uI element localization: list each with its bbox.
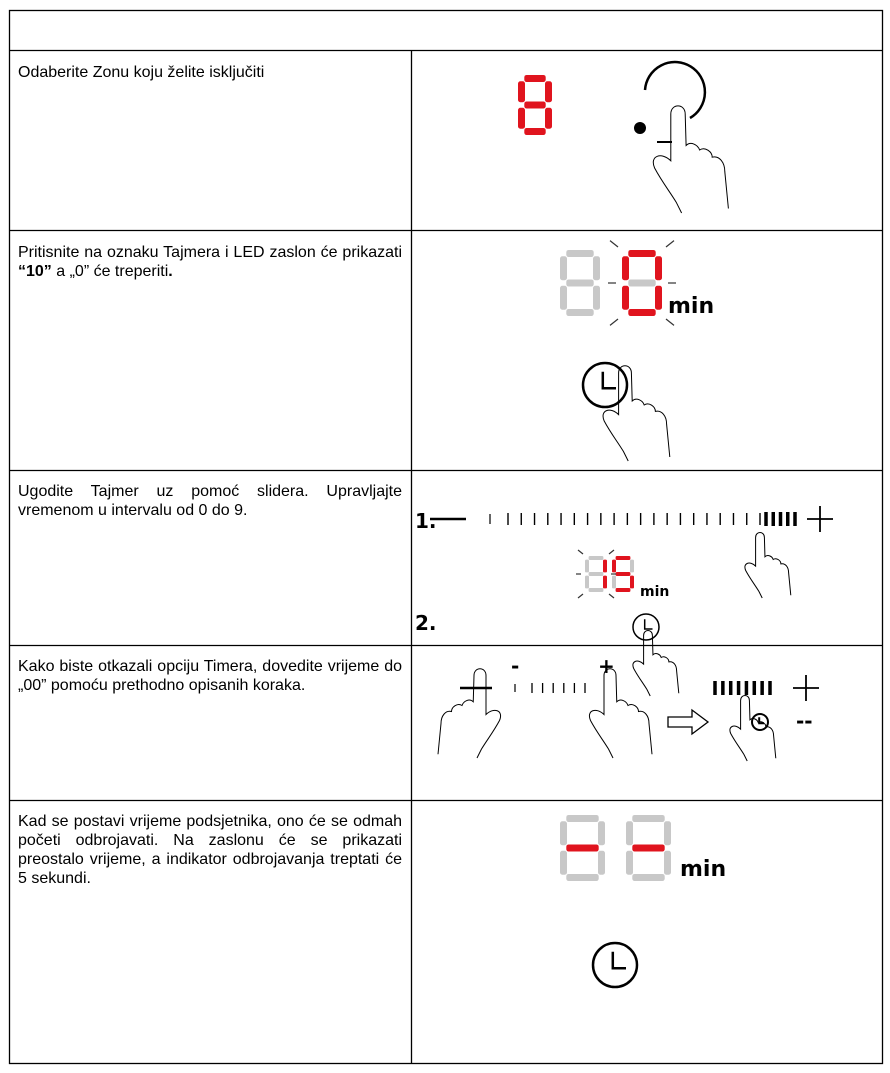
hand xyxy=(602,365,671,462)
segment xyxy=(628,309,656,316)
clock-hands xyxy=(758,717,764,725)
segment xyxy=(545,107,552,129)
blink-ray xyxy=(608,549,615,555)
segment xyxy=(566,309,594,316)
dot xyxy=(634,122,646,134)
display-label: -- xyxy=(796,709,813,733)
row-text: Ugodite Tajmer uz pomoć slidera. Upravlj… xyxy=(18,482,402,520)
segment xyxy=(630,575,634,589)
segment xyxy=(632,874,665,881)
segment xyxy=(626,850,633,875)
segment xyxy=(628,250,656,257)
segment xyxy=(524,128,546,135)
row-text: Pritisnite na oznaku Tajmera i LED zaslo… xyxy=(18,243,402,281)
segment xyxy=(566,844,599,852)
unit-label: min xyxy=(640,584,669,600)
segment xyxy=(664,850,671,875)
segment xyxy=(524,75,546,82)
clock-hands xyxy=(611,951,626,970)
blink-ray xyxy=(665,318,675,326)
hand xyxy=(437,668,502,759)
segment xyxy=(524,101,546,109)
row-text: Kako biste otkazali opciju Timera, doved… xyxy=(18,657,402,695)
segment xyxy=(630,559,634,573)
unit-label: min xyxy=(680,857,726,882)
segment xyxy=(626,821,633,846)
row-text: Odaberite Zonu koju želite isključiti xyxy=(18,63,402,82)
step-label: 2. xyxy=(415,611,437,635)
blink-ray xyxy=(665,240,675,248)
text: Pritisnite na oznaku Tajmera i LED zaslo… xyxy=(18,244,402,261)
segment xyxy=(603,575,607,589)
segment xyxy=(612,575,616,589)
segment xyxy=(603,559,607,573)
clock-icon xyxy=(751,713,769,731)
segment xyxy=(615,588,631,592)
segment xyxy=(566,815,599,822)
minus-label: - xyxy=(511,654,519,678)
segment xyxy=(560,256,567,281)
segment xyxy=(585,575,589,589)
segment xyxy=(560,850,567,875)
clock-hands xyxy=(601,371,616,390)
blink-ray xyxy=(577,593,584,599)
segment xyxy=(615,572,631,576)
segment xyxy=(585,559,589,573)
segment xyxy=(588,572,604,576)
text: a „0” će treperiti xyxy=(51,263,169,280)
unit-label: min xyxy=(668,294,714,319)
hand xyxy=(652,105,729,214)
blink-ray xyxy=(609,318,619,326)
text: “10” xyxy=(18,263,52,280)
segment xyxy=(655,256,662,281)
arrow xyxy=(667,708,710,736)
segment xyxy=(518,81,525,103)
step-label: 1. xyxy=(415,509,437,533)
text: Ugodite Tajmer uz pomoć slidera. Upravlj… xyxy=(18,483,402,519)
segment xyxy=(622,285,629,310)
segment xyxy=(593,256,600,281)
segment xyxy=(593,285,600,310)
blink-ray xyxy=(577,549,584,555)
segment xyxy=(655,285,662,310)
segment xyxy=(566,279,594,287)
hand xyxy=(588,668,653,759)
text: . xyxy=(168,263,173,280)
segment xyxy=(566,874,599,881)
blink-ray xyxy=(608,593,615,599)
clock-icon xyxy=(591,941,639,989)
blink-ray xyxy=(609,240,619,248)
hand xyxy=(632,630,680,697)
segment xyxy=(545,81,552,103)
segment xyxy=(588,556,604,560)
segment xyxy=(612,559,616,573)
text: Odaberite Zonu koju želite isključiti xyxy=(18,64,265,81)
row-text: Kad se postavi vrijeme podsjetnika, ono … xyxy=(18,812,402,888)
text: Kad se postavi vrijeme podsjetnika, ono … xyxy=(18,813,402,887)
segment xyxy=(632,815,665,822)
clock-hands xyxy=(643,619,653,630)
segment xyxy=(518,107,525,129)
plus-label: + xyxy=(598,654,615,678)
segment xyxy=(664,821,671,846)
hand xyxy=(729,695,777,762)
segment xyxy=(588,588,604,592)
segment xyxy=(628,279,656,287)
segment xyxy=(560,285,567,310)
segment xyxy=(598,821,605,846)
segment xyxy=(598,850,605,875)
hand xyxy=(744,532,792,599)
segment xyxy=(632,844,665,852)
segment xyxy=(615,556,631,560)
segment xyxy=(566,250,594,257)
clock-icon xyxy=(632,613,660,641)
table-grid xyxy=(8,9,884,1065)
knob xyxy=(643,60,707,120)
segment xyxy=(560,821,567,846)
clock-icon xyxy=(581,361,629,409)
text: Kako biste otkazali opciju Timera, doved… xyxy=(18,658,402,694)
segment xyxy=(622,256,629,281)
